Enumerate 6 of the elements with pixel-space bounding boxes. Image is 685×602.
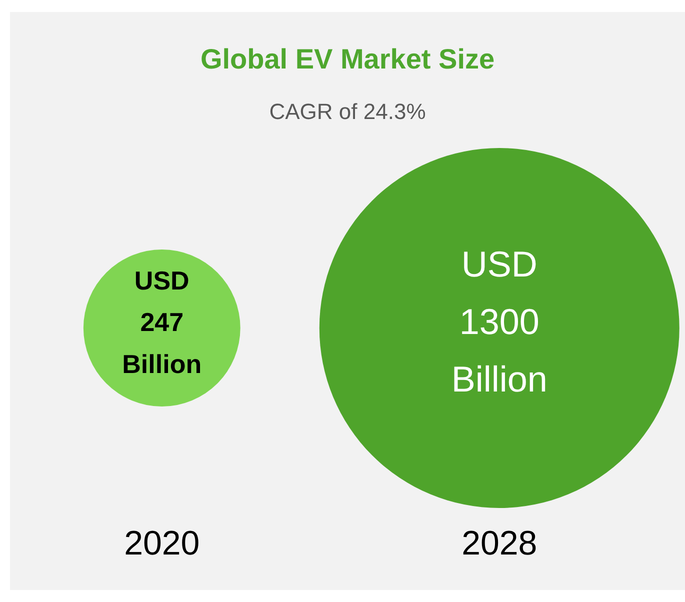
data-label: USD 1300 Billion <box>451 243 548 400</box>
data-label: USD 247 Billion <box>122 266 202 379</box>
text: CAGR of 24.3% <box>269 98 426 124</box>
text: Global EV Market Size <box>200 44 495 75</box>
category-label: 2020 <box>124 524 200 562</box>
category-label: 2028 <box>462 524 538 562</box>
